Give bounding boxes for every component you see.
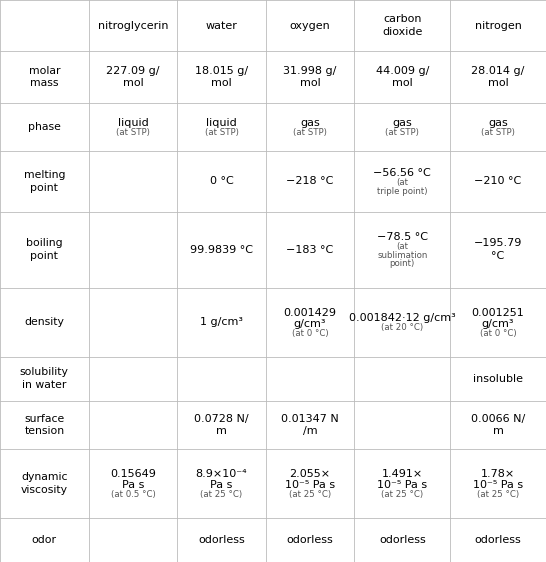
- Text: melting
point: melting point: [23, 170, 65, 193]
- Text: (at 0 °C): (at 0 °C): [480, 329, 517, 338]
- Text: 99.9839 °C: 99.9839 °C: [190, 244, 253, 255]
- Text: nitrogen: nitrogen: [474, 21, 521, 31]
- Text: g/cm³: g/cm³: [294, 319, 327, 329]
- Text: gas: gas: [393, 118, 412, 128]
- Text: −56.56 °C: −56.56 °C: [373, 168, 431, 178]
- Text: triple point): triple point): [377, 187, 428, 196]
- Text: 0.001842·12 g/cm³: 0.001842·12 g/cm³: [349, 313, 456, 323]
- Text: 0 °C: 0 °C: [210, 176, 233, 187]
- Text: (at 25 °C): (at 25 °C): [381, 490, 423, 499]
- Text: 1.78×: 1.78×: [481, 469, 515, 479]
- Text: 0.0066 N/
m: 0.0066 N/ m: [471, 414, 525, 436]
- Text: 1 g/cm³: 1 g/cm³: [200, 318, 243, 327]
- Text: 8.9×10⁻⁴: 8.9×10⁻⁴: [195, 469, 247, 479]
- Text: (at STP): (at STP): [205, 128, 239, 137]
- Text: −78.5 °C: −78.5 °C: [377, 232, 428, 242]
- Text: dynamic
viscosity: dynamic viscosity: [21, 473, 68, 495]
- Text: point): point): [390, 259, 415, 268]
- Text: 0.001251: 0.001251: [472, 308, 525, 318]
- Text: odorless: odorless: [474, 535, 521, 545]
- Text: (at 25 °C): (at 25 °C): [289, 490, 331, 499]
- Text: gas: gas: [300, 118, 320, 128]
- Text: 0.001429: 0.001429: [283, 308, 337, 318]
- Text: sublimation: sublimation: [377, 251, 428, 260]
- Text: 28.014 g/
mol: 28.014 g/ mol: [471, 66, 525, 88]
- Text: insoluble: insoluble: [473, 374, 523, 384]
- Text: (at 25 °C): (at 25 °C): [200, 490, 242, 499]
- Text: (at STP): (at STP): [481, 128, 515, 137]
- Text: −195.79
°C: −195.79 °C: [474, 238, 523, 261]
- Text: (at: (at: [396, 178, 408, 187]
- Text: 10⁻⁵ Pa s: 10⁻⁵ Pa s: [473, 480, 523, 490]
- Text: carbon
dioxide: carbon dioxide: [382, 14, 423, 37]
- Text: Pa s: Pa s: [122, 480, 144, 490]
- Text: water: water: [206, 21, 238, 31]
- Text: nitroglycerin: nitroglycerin: [98, 21, 168, 31]
- Text: (at STP): (at STP): [385, 128, 419, 137]
- Text: 0.15649: 0.15649: [110, 469, 156, 479]
- Text: liquid: liquid: [206, 118, 237, 128]
- Text: 18.015 g/
mol: 18.015 g/ mol: [195, 66, 248, 88]
- Text: odorless: odorless: [198, 535, 245, 545]
- Text: gas: gas: [488, 118, 508, 128]
- Text: liquid: liquid: [117, 118, 149, 128]
- Text: 0.01347 N
/m: 0.01347 N /m: [281, 414, 339, 436]
- Text: 1.491×: 1.491×: [382, 469, 423, 479]
- Text: 227.09 g/
mol: 227.09 g/ mol: [106, 66, 159, 88]
- Text: 31.998 g/
mol: 31.998 g/ mol: [283, 66, 337, 88]
- Text: −183 °C: −183 °C: [287, 244, 334, 255]
- Text: Pa s: Pa s: [210, 480, 233, 490]
- Text: 10⁻⁵ Pa s: 10⁻⁵ Pa s: [377, 480, 428, 490]
- Text: −210 °C: −210 °C: [474, 176, 522, 187]
- Text: density: density: [25, 318, 64, 327]
- Text: 44.009 g/
mol: 44.009 g/ mol: [376, 66, 429, 88]
- Text: (at 20 °C): (at 20 °C): [381, 323, 423, 332]
- Text: 2.055×: 2.055×: [289, 469, 331, 479]
- Text: (at 0.5 °C): (at 0.5 °C): [110, 490, 155, 499]
- Text: boiling
point: boiling point: [26, 238, 63, 261]
- Text: odorless: odorless: [287, 535, 334, 545]
- Text: 10⁻⁵ Pa s: 10⁻⁵ Pa s: [285, 480, 335, 490]
- Text: surface
tension: surface tension: [24, 414, 64, 436]
- Text: (at STP): (at STP): [293, 128, 327, 137]
- Text: 0.0728 N/
m: 0.0728 N/ m: [194, 414, 249, 436]
- Text: phase: phase: [28, 122, 61, 132]
- Text: solubility
in water: solubility in water: [20, 367, 69, 390]
- Text: odor: odor: [32, 535, 57, 545]
- Text: odorless: odorless: [379, 535, 426, 545]
- Text: oxygen: oxygen: [290, 21, 330, 31]
- Text: g/cm³: g/cm³: [482, 319, 514, 329]
- Text: (at STP): (at STP): [116, 128, 150, 137]
- Text: (at 0 °C): (at 0 °C): [292, 329, 329, 338]
- Text: (at: (at: [396, 242, 408, 251]
- Text: (at 25 °C): (at 25 °C): [477, 490, 519, 499]
- Text: molar
mass: molar mass: [28, 66, 60, 88]
- Text: −218 °C: −218 °C: [287, 176, 334, 187]
